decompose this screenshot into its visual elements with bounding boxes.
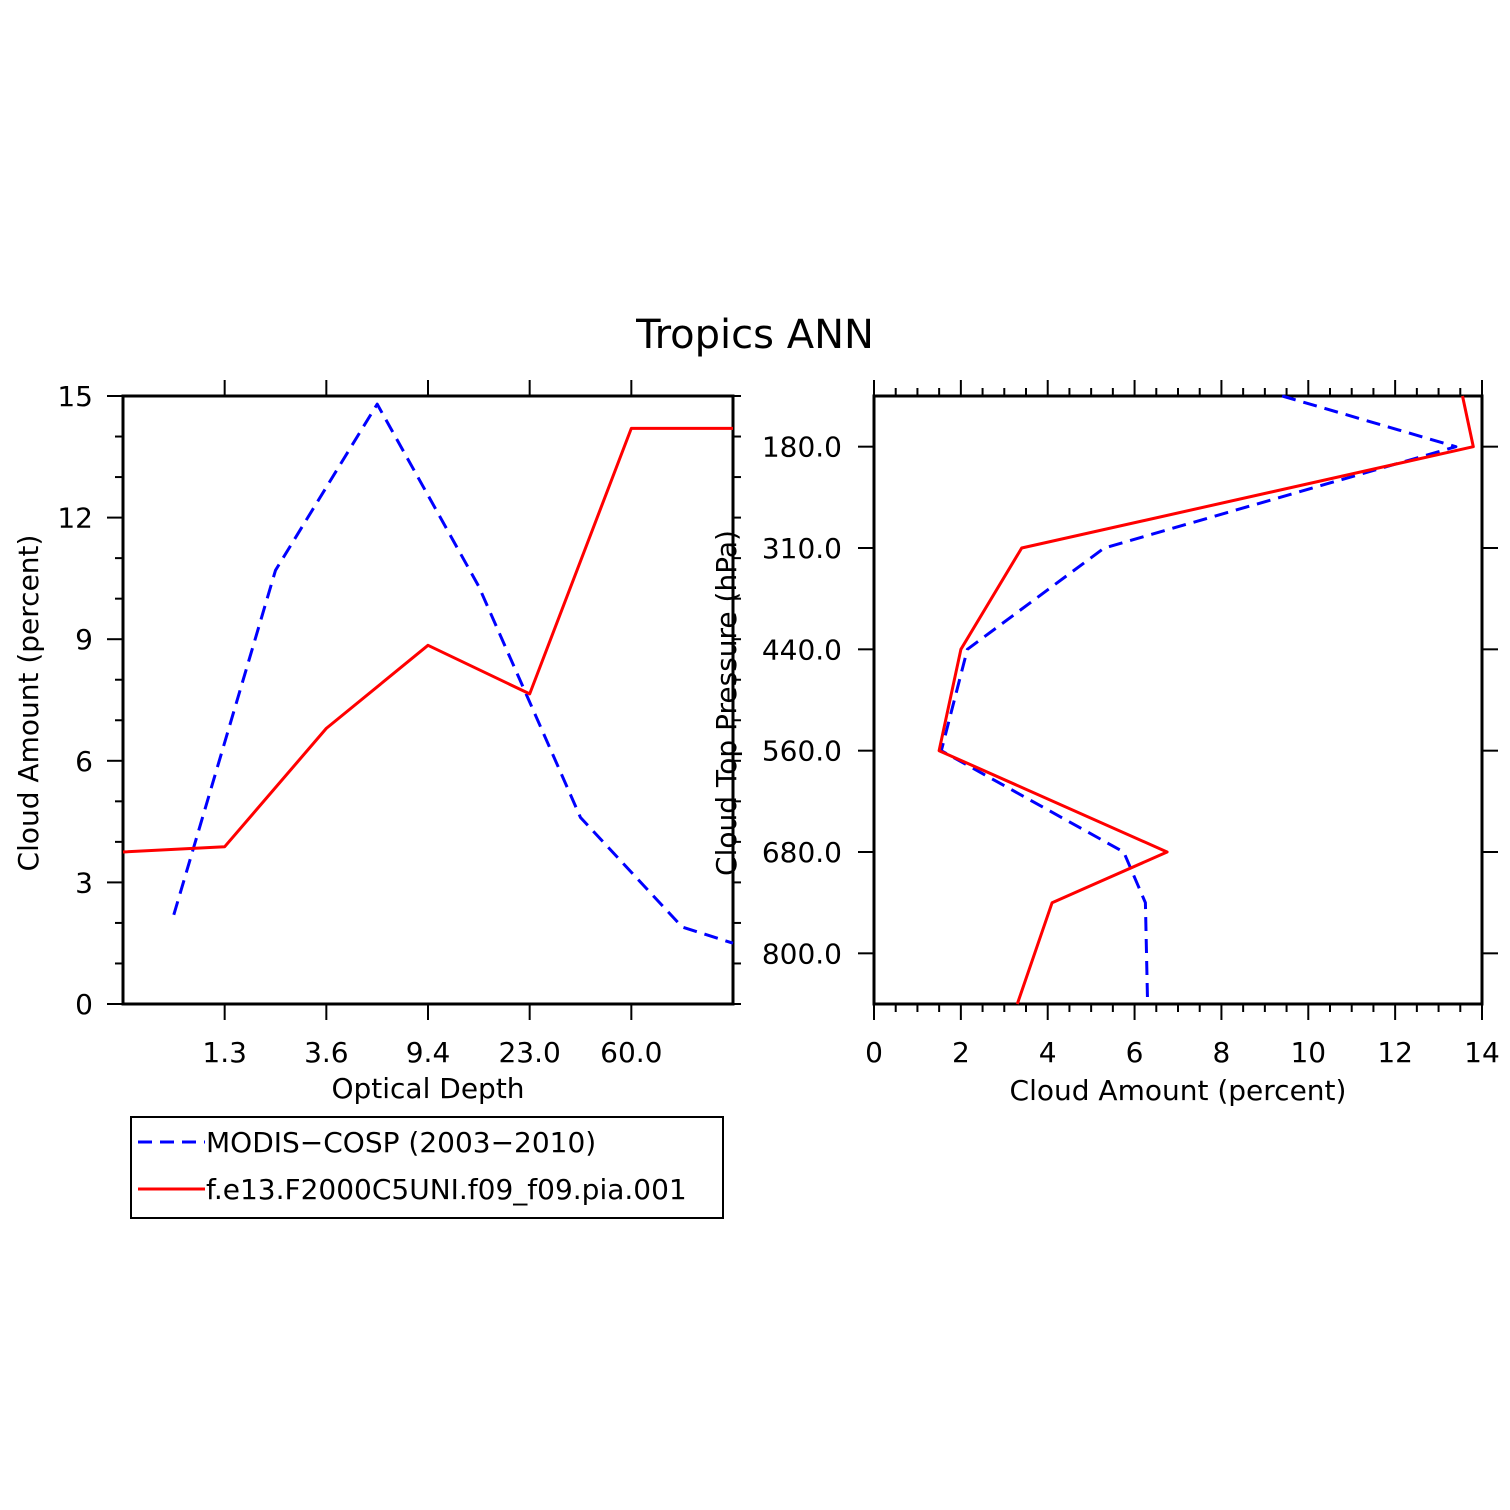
left-y-tick-label: 3: [75, 866, 93, 899]
left-x-tick-label: 3.6: [304, 1036, 349, 1069]
right-x-tick-label: 10: [1290, 1036, 1326, 1069]
left-series-modis-line: [172, 402, 734, 945]
right-y-tick-label: 800.0: [762, 937, 842, 970]
right-x-tick-label: 12: [1377, 1036, 1413, 1069]
right-y-axis-label: Cloud Top Pressure (hPa): [710, 530, 743, 876]
right-x-tick-label: 0: [865, 1036, 883, 1069]
left-y-tick-label: 9: [75, 623, 93, 656]
left-y-tick-label: 12: [57, 502, 93, 535]
right-x-tick-label: 6: [1126, 1036, 1144, 1069]
right-x-axis-label: Cloud Amount (percent): [1010, 1074, 1347, 1107]
right-y-tick-label: 680.0: [762, 836, 842, 869]
right-x-tick-label: 2: [952, 1036, 970, 1069]
right-y-tick-label: 180.0: [762, 431, 842, 464]
left-x-axis-label: Optical Depth: [331, 1072, 524, 1105]
left-y-tick-label: 0: [75, 988, 93, 1021]
legend-label-model: f.e13.F2000C5UNI.f09_f09.pia.001: [206, 1173, 687, 1206]
legend-label-modis: MODIS−COSP (2003−2010): [206, 1126, 596, 1159]
figure-title: Tropics ANN: [635, 312, 874, 358]
legend-box: [130, 1116, 724, 1219]
right-y-tick-label: 560.0: [762, 735, 842, 768]
left-y-axis-label: Cloud Amount (percent): [12, 535, 45, 872]
right-x-tick-label: 4: [1039, 1036, 1057, 1069]
left-y-tick-label: 6: [75, 745, 93, 778]
right-x-tick-label: 8: [1213, 1036, 1231, 1069]
left-series-model-line: [122, 426, 733, 854]
legend: MODIS−COSP (2003−2010) f.e13.F2000C5UNI.f…: [130, 1116, 724, 1219]
left-x-tick-label: 60.0: [600, 1036, 662, 1069]
left-x-tick-label: 1.3: [202, 1036, 247, 1069]
left-x-tick-label: 9.4: [406, 1036, 451, 1069]
right-panel: 0 2 4 6 8 10 12 14 180.0 310.0 440.0 560.0 680.0 800.…: [710, 380, 1500, 1107]
right-y-tick-label: 440.0: [762, 633, 842, 666]
right-x-tick-label: 14: [1464, 1036, 1500, 1069]
right-y-tick-label: 310.0: [762, 532, 842, 565]
left-x-tick-label: 23.0: [498, 1036, 560, 1069]
left-y-tick-label: 15: [57, 380, 93, 413]
right-series-model-line: [937, 395, 1475, 1005]
left-panel: 0 3 6 9 12 15 1.3 3.6 9.4 23.0 60.0 Optical Depth Cl…: [12, 380, 741, 1105]
